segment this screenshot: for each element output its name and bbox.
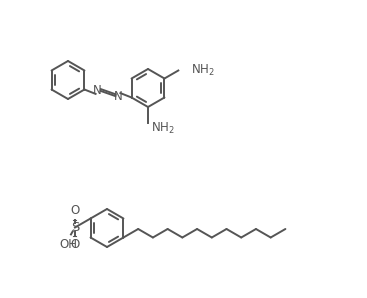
- Text: S: S: [71, 221, 79, 234]
- Text: O: O: [70, 238, 80, 252]
- Text: NH$_2$: NH$_2$: [191, 63, 215, 78]
- Text: OH: OH: [59, 238, 77, 251]
- Text: N: N: [93, 84, 102, 97]
- Text: O: O: [70, 204, 80, 217]
- Text: N: N: [114, 90, 123, 103]
- Text: NH$_2$: NH$_2$: [151, 120, 175, 136]
